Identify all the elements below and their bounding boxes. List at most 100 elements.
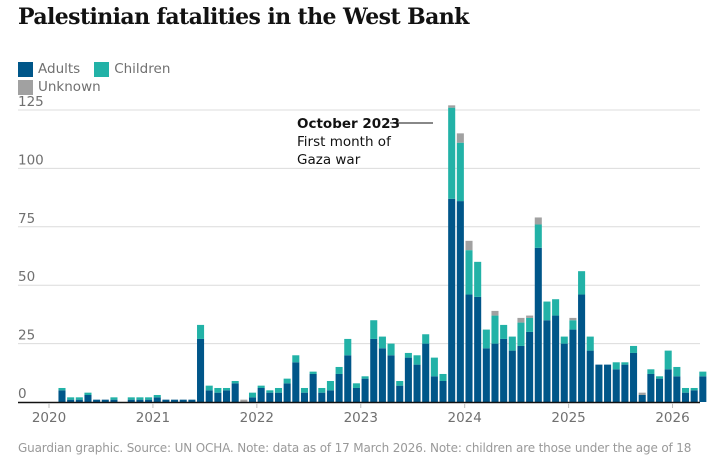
- bar-segment-adults: [404, 357, 412, 402]
- chart-title: Palestinian fatalities in the West Bank: [18, 4, 469, 30]
- bar-segment-children: [586, 336, 594, 351]
- bar-segment-children: [300, 387, 308, 393]
- bar-segment-children: [396, 380, 404, 386]
- legend-item-children: Children: [94, 61, 170, 77]
- bar-segment-adults: [84, 394, 92, 402]
- bar-segment-children: [413, 355, 421, 365]
- bar-segment-unknown: [456, 133, 464, 143]
- bar-segment-children: [361, 376, 369, 379]
- bar-segment-unknown: [569, 317, 577, 321]
- legend-label-children: Children: [114, 61, 171, 77]
- bar-segment-children: [292, 355, 300, 363]
- legend-label-unknown: Unknown: [38, 79, 101, 95]
- bar-segment-adults: [93, 399, 101, 402]
- bar-segment-children: [266, 390, 274, 393]
- x-tick-label: 2024: [448, 410, 482, 426]
- bar-segment-adults: [300, 392, 308, 402]
- bar-segment-adults: [231, 383, 239, 402]
- bar-segment-unknown: [465, 240, 473, 251]
- bar-segment-adults: [248, 397, 257, 402]
- legend-item-adults: Adults: [18, 61, 80, 77]
- bar-segment-children: [534, 224, 542, 248]
- bar-segment-children: [404, 352, 412, 358]
- bar-segment-children: [630, 345, 638, 353]
- bar-segment-adults: [101, 399, 109, 402]
- x-tick-label: 2020: [32, 410, 66, 426]
- annotation-line-1: First month of: [297, 134, 392, 150]
- bar-segment-adults: [456, 201, 464, 402]
- legend-item-unknown: Unknown: [18, 79, 101, 95]
- bar-segment-children: [274, 387, 283, 393]
- y-tick-label: 0: [18, 386, 27, 402]
- y-axis-ticks: 0 25 50 75 100 125: [18, 94, 44, 402]
- bar-segment-adults: [656, 378, 664, 402]
- bar-segment-children: [84, 392, 92, 395]
- bar-segment-adults: [309, 373, 317, 402]
- bar-segment-adults: [517, 345, 525, 402]
- x-tick-label: 2025: [551, 410, 585, 426]
- bar-segment-adults: [508, 350, 516, 402]
- bar-segment-children: [127, 397, 135, 400]
- bar-segment-adults: [153, 397, 161, 402]
- bar-segment-children: [387, 343, 395, 356]
- bar-segment-unknown: [526, 315, 534, 318]
- bar-segment-adults: [638, 394, 646, 402]
- bar-segment-unknown: [517, 317, 525, 323]
- bar-segment-adults: [145, 399, 153, 402]
- bar-segment-children: [344, 338, 352, 356]
- bar-segment-adults: [560, 343, 568, 402]
- bar-segment-adults: [612, 369, 620, 402]
- bar-segment-children: [283, 378, 291, 384]
- bar-segment-adults: [413, 364, 421, 402]
- bar-segment-adults: [179, 399, 187, 402]
- bar-segment-adults: [292, 362, 300, 402]
- legend-swatch-adults: [18, 61, 33, 77]
- gridlines: [18, 109, 700, 345]
- bar-segment-unknown: [491, 310, 499, 316]
- bar-segment-children: [578, 271, 586, 295]
- bar-segment-adults: [439, 380, 447, 402]
- bar-segment-children: [110, 397, 118, 400]
- bar-segment-adults: [162, 399, 170, 402]
- bar-segment-adults: [474, 296, 482, 402]
- bar-segment-children: [656, 376, 664, 379]
- bar-segment-adults: [257, 387, 265, 402]
- bar-segment-adults: [188, 399, 196, 402]
- bar-segment-children: [75, 397, 83, 400]
- bar-segment-adults: [274, 392, 283, 402]
- bar-segment-children: [248, 392, 257, 398]
- bar-segment-children: [673, 366, 681, 377]
- bar-segment-children: [197, 324, 205, 339]
- bar-segment-children: [465, 250, 473, 295]
- y-tick-label: 100: [18, 152, 44, 168]
- bar-segment-adults: [58, 390, 66, 402]
- bar-segment-children: [352, 383, 360, 388]
- x-tick-label: 2023: [344, 410, 378, 426]
- bar-segment-children: [335, 366, 343, 374]
- annotation-title: October 2023: [297, 116, 400, 132]
- bar-segment-children: [699, 371, 707, 377]
- x-tick-label: 2021: [136, 410, 170, 426]
- bar-segment-adults: [465, 294, 473, 402]
- bar-segment-adults: [136, 399, 144, 402]
- bar-segment-children: [508, 336, 516, 351]
- bar-segment-adults: [67, 399, 75, 402]
- y-tick-label: 125: [18, 94, 44, 110]
- bar-segment-adults: [448, 198, 456, 402]
- bar-segment-adults: [543, 320, 551, 402]
- y-tick-label: 25: [18, 328, 35, 344]
- legend-swatch-children: [94, 61, 110, 77]
- bar-segment-adults: [578, 294, 586, 402]
- bar-segment-children: [690, 387, 698, 391]
- bars: [58, 105, 707, 402]
- bar-segment-adults: [266, 392, 274, 402]
- bar-segment-adults: [552, 315, 560, 402]
- bar-segment-adults: [171, 399, 179, 402]
- bar-segment-unknown: [534, 217, 542, 225]
- bar-segment-children: [681, 387, 690, 393]
- bar-segment-children: [560, 336, 568, 344]
- bar-segment-children: [378, 336, 386, 349]
- bar-segment-children: [370, 320, 378, 339]
- bar-segment-children: [543, 301, 551, 321]
